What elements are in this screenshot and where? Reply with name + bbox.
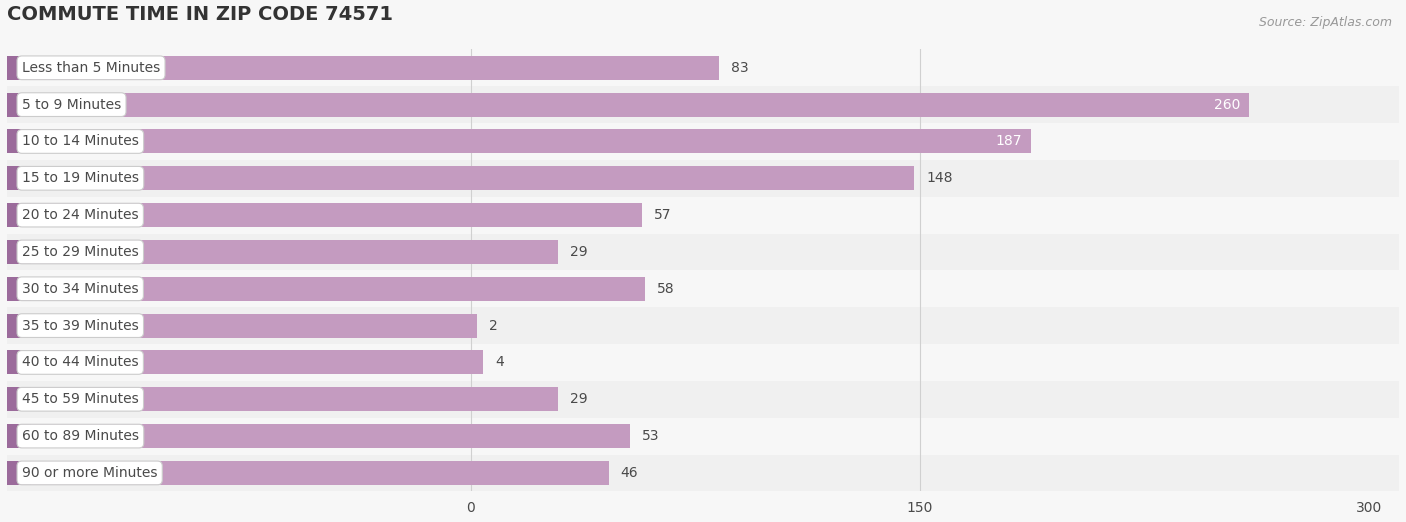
Bar	[7, 350, 31, 374]
Text: 15 to 19 Minutes: 15 to 19 Minutes	[22, 171, 139, 185]
Text: 30 to 34 Minutes: 30 to 34 Minutes	[22, 282, 139, 296]
Bar	[7, 424, 630, 448]
Text: Less than 5 Minutes: Less than 5 Minutes	[22, 61, 160, 75]
Bar	[7, 50, 1399, 86]
Bar	[7, 277, 644, 301]
Bar	[7, 129, 1031, 153]
Bar	[7, 123, 1399, 160]
Text: 35 to 39 Minutes: 35 to 39 Minutes	[22, 318, 139, 333]
Text: 2: 2	[489, 318, 498, 333]
Text: 83: 83	[731, 61, 749, 75]
Text: 5 to 9 Minutes: 5 to 9 Minutes	[22, 98, 121, 112]
Text: 58: 58	[657, 282, 675, 296]
Bar	[7, 455, 1399, 491]
Text: 45 to 59 Minutes: 45 to 59 Minutes	[22, 392, 139, 406]
Bar	[7, 344, 1399, 381]
Bar	[7, 86, 1399, 123]
Bar	[7, 129, 31, 153]
Bar	[7, 418, 1399, 455]
Bar	[7, 387, 558, 411]
Text: 260: 260	[1213, 98, 1240, 112]
Text: 40 to 44 Minutes: 40 to 44 Minutes	[22, 355, 139, 370]
Bar	[7, 167, 31, 190]
Text: 187: 187	[995, 135, 1022, 148]
Bar	[7, 381, 1399, 418]
Text: 29: 29	[569, 245, 588, 259]
Bar	[7, 314, 31, 338]
Text: 4: 4	[495, 355, 503, 370]
Text: 29: 29	[569, 392, 588, 406]
Text: 60 to 89 Minutes: 60 to 89 Minutes	[22, 429, 139, 443]
Bar	[7, 350, 482, 374]
Bar	[7, 461, 31, 485]
Text: 90 or more Minutes: 90 or more Minutes	[22, 466, 157, 480]
Bar	[7, 167, 914, 190]
Bar	[7, 461, 609, 485]
Text: 20 to 24 Minutes: 20 to 24 Minutes	[22, 208, 139, 222]
Bar	[7, 424, 31, 448]
Bar	[7, 270, 1399, 307]
Text: 46: 46	[620, 466, 638, 480]
Bar	[7, 93, 1250, 116]
Bar	[7, 307, 1399, 344]
Text: Source: ZipAtlas.com: Source: ZipAtlas.com	[1258, 16, 1392, 29]
Bar	[7, 203, 31, 227]
Bar	[7, 240, 31, 264]
Bar	[7, 233, 1399, 270]
Bar	[7, 240, 558, 264]
Text: 57: 57	[654, 208, 671, 222]
Text: 148: 148	[927, 171, 952, 185]
Bar	[7, 160, 1399, 197]
Bar	[7, 314, 477, 338]
Text: 10 to 14 Minutes: 10 to 14 Minutes	[22, 135, 139, 148]
Bar	[7, 197, 1399, 233]
Bar	[7, 203, 641, 227]
Bar	[7, 277, 31, 301]
Bar	[7, 56, 720, 80]
Text: COMMUTE TIME IN ZIP CODE 74571: COMMUTE TIME IN ZIP CODE 74571	[7, 5, 392, 23]
Bar	[7, 387, 31, 411]
Bar	[7, 93, 31, 116]
Bar	[7, 56, 31, 80]
Text: 25 to 29 Minutes: 25 to 29 Minutes	[22, 245, 139, 259]
Text: 53: 53	[641, 429, 659, 443]
